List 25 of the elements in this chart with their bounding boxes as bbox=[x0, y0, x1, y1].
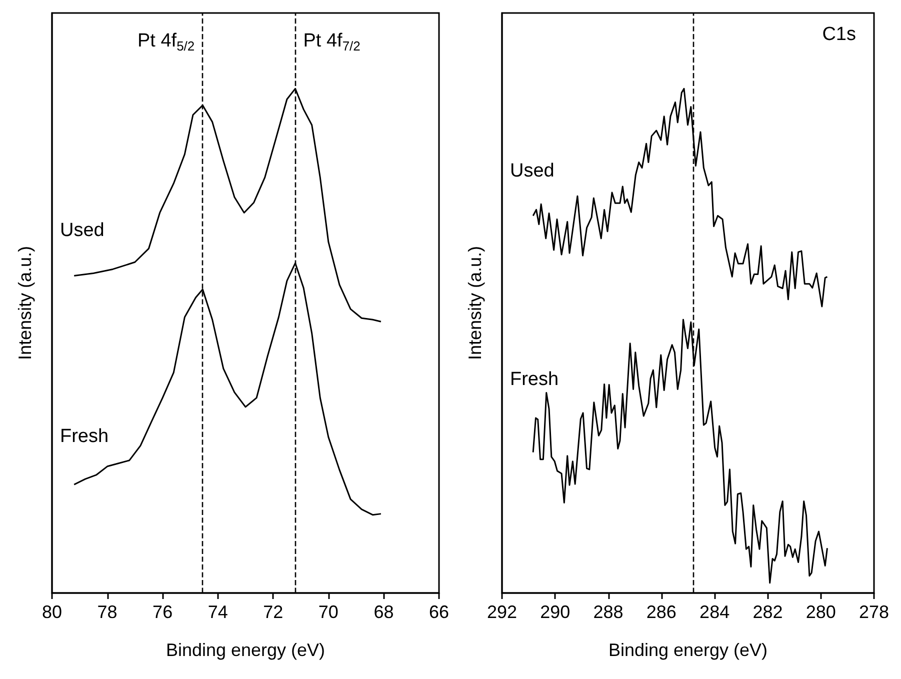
x-tick-label: 72 bbox=[263, 602, 284, 622]
x-tick-label: 288 bbox=[593, 602, 624, 622]
series-label: Fresh bbox=[60, 426, 109, 447]
x-tick-label: 278 bbox=[858, 602, 890, 622]
x-tick-label: 280 bbox=[806, 602, 836, 622]
x-tick-label: 284 bbox=[700, 602, 730, 622]
x-tick-label: 286 bbox=[646, 602, 676, 622]
x-tick-label: 292 bbox=[486, 602, 518, 622]
series-label: Used bbox=[60, 220, 104, 242]
x-tick-label: 68 bbox=[374, 602, 394, 622]
series-label: Used bbox=[510, 160, 554, 182]
y-axis-title: Intensity (a.u.) bbox=[465, 246, 485, 360]
y-axis-title: Intensity (a.u.) bbox=[15, 246, 35, 360]
x-tick-label: 66 bbox=[428, 602, 450, 622]
x-tick-label: 76 bbox=[152, 602, 173, 622]
x-tick-label: 290 bbox=[540, 602, 570, 622]
x-tick-label: 70 bbox=[318, 602, 338, 622]
x-axis-title: Binding energy (eV) bbox=[608, 640, 768, 660]
x-tick-label: 78 bbox=[97, 602, 118, 622]
x-axis-title: Binding energy (eV) bbox=[166, 640, 326, 660]
text: C1s bbox=[822, 24, 856, 45]
series-label: Fresh bbox=[510, 368, 559, 390]
x-tick-label: 282 bbox=[752, 602, 783, 622]
x-tick-label: 74 bbox=[208, 602, 228, 622]
x-tick-label: 80 bbox=[42, 602, 62, 622]
